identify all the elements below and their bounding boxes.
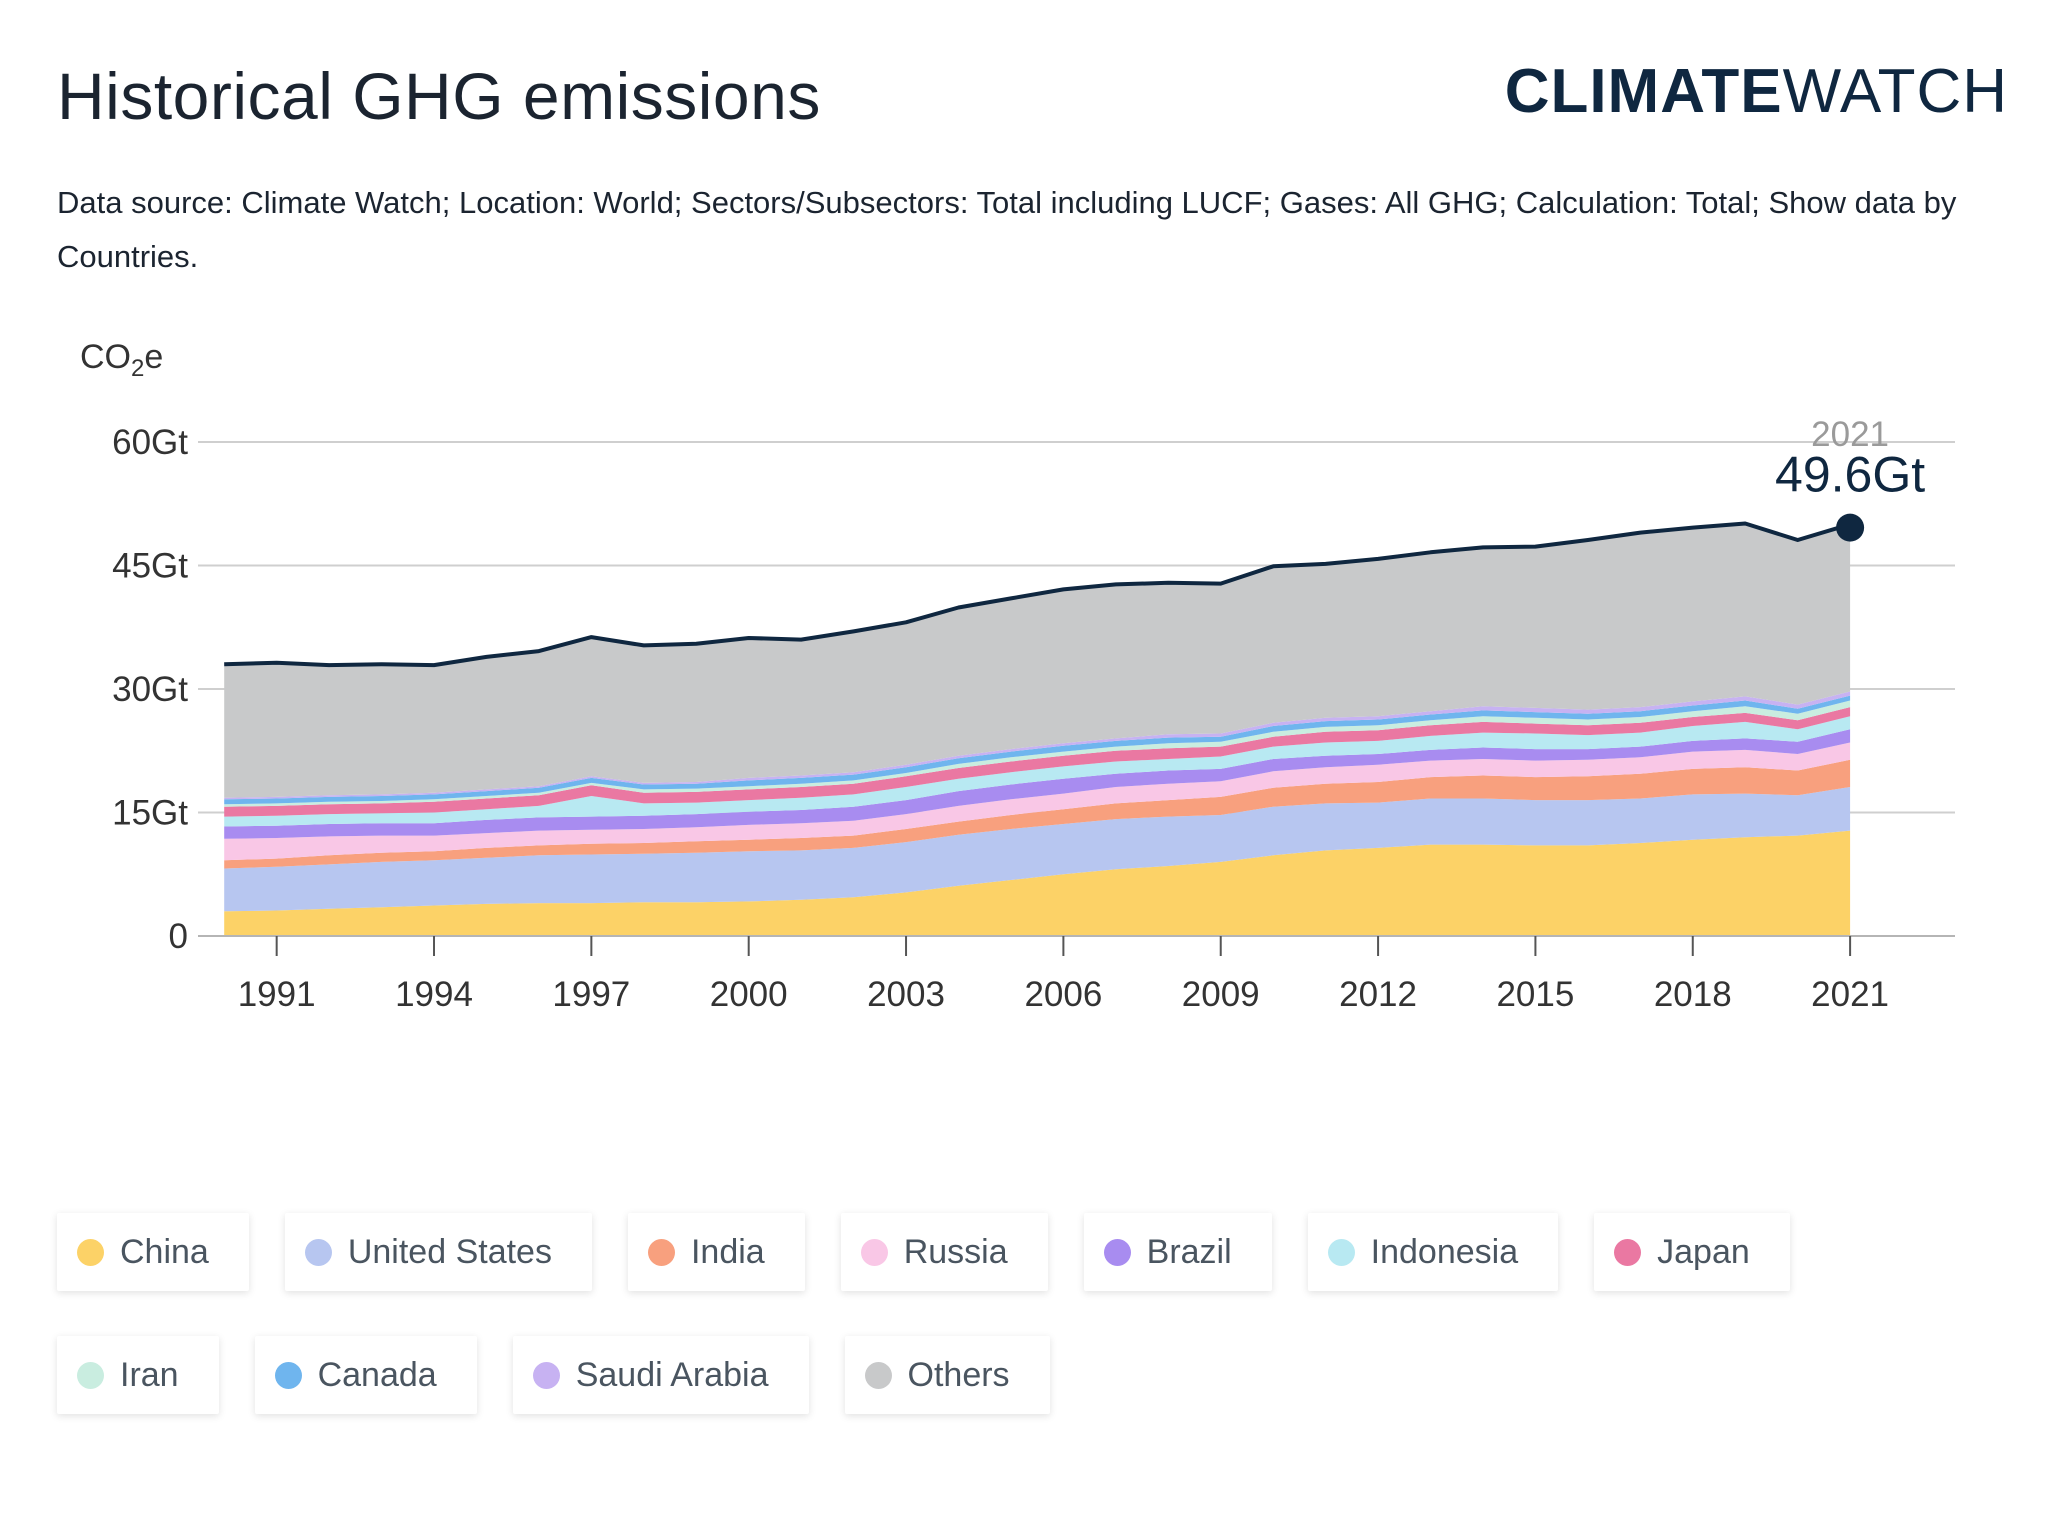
- legend-swatch: [1103, 1238, 1131, 1266]
- legend-item-iran[interactable]: Iran: [57, 1336, 219, 1414]
- x-tick-label: 1991: [238, 975, 316, 1014]
- legend-label: India: [690, 1232, 765, 1271]
- legend-swatch: [647, 1238, 675, 1266]
- unit-tail: e: [144, 338, 164, 376]
- unit-main: CO: [80, 338, 131, 376]
- legend-swatch: [77, 1361, 104, 1389]
- legend-item-indonesia[interactable]: Indonesia: [1307, 1213, 1559, 1291]
- legend-swatch: [77, 1238, 104, 1266]
- legend-label: China: [120, 1232, 209, 1271]
- legend-label: Indonesia: [1370, 1232, 1519, 1271]
- area-series-japan[interactable]: [224, 707, 1851, 817]
- chart-title: Historical GHG emissions: [57, 59, 821, 133]
- legend-item-others[interactable]: Others: [844, 1336, 1050, 1414]
- area-series-india[interactable]: [224, 759, 1851, 869]
- legend-swatch: [1614, 1238, 1642, 1266]
- legend-label: Canada: [317, 1355, 437, 1394]
- total-line-group: [224, 521, 1851, 668]
- x-tick-label: 1994: [395, 975, 473, 1014]
- area-series-russia[interactable]: [224, 742, 1851, 861]
- legend-item-brazil[interactable]: Brazil: [1083, 1213, 1272, 1291]
- latest-value-marker[interactable]: [1836, 513, 1865, 542]
- x-tick-label: 2006: [1024, 975, 1102, 1014]
- legend-swatch: [864, 1361, 892, 1389]
- area-series-china[interactable]: [224, 830, 1851, 936]
- legend-swatch: [532, 1361, 560, 1389]
- legend-swatch: [1327, 1238, 1355, 1266]
- legend-item-united-states[interactable]: United States: [284, 1213, 592, 1291]
- legend-label: Japan: [1657, 1232, 1750, 1271]
- data-source-description: Data source: Climate Watch; Location: Wo…: [57, 185, 1957, 274]
- legend-item-canada[interactable]: Canada: [254, 1336, 477, 1414]
- x-tick-label: 2012: [1339, 975, 1417, 1014]
- y-axis-unit-label: CO2e: [80, 338, 163, 383]
- legend-swatch: [304, 1238, 332, 1266]
- unit-subscript: 2: [131, 354, 145, 382]
- legend-label: Saudi Arabia: [575, 1355, 769, 1394]
- x-tick-label: 2018: [1654, 975, 1732, 1014]
- legend-item-india[interactable]: India: [627, 1213, 805, 1291]
- y-tick-label: 15Gt: [112, 794, 188, 833]
- climatewatch-logo[interactable]: CLIMATEWATCH: [1505, 56, 2008, 127]
- legend-label: Brazil: [1146, 1232, 1232, 1271]
- x-tick-label: 2021: [1811, 975, 1889, 1014]
- logo-text-light: WATCH: [1782, 57, 2008, 126]
- area-series-united-states[interactable]: [224, 787, 1851, 912]
- x-tick-label: 2003: [867, 975, 945, 1014]
- y-tick-label: 0: [169, 917, 188, 956]
- annotation-year: 2021: [1811, 415, 1889, 454]
- stacked-area-chart[interactable]: 0 15Gt 30Gt 45Gt 60Gt 1991 1994 1997 2000 2003 20…: [0, 300, 2048, 1060]
- x-tick-label: 2015: [1496, 975, 1574, 1014]
- legend-item-japan[interactable]: Japan: [1594, 1213, 1790, 1291]
- legend-item-saudi-arabia[interactable]: Saudi Arabia: [512, 1336, 809, 1414]
- total-emissions-line[interactable]: [224, 521, 1851, 668]
- y-tick-label: 60Gt: [112, 423, 188, 462]
- axes: 1991 1994 1997 2000 2003 2006 2009 2012 2015 2018…: [198, 935, 1955, 1014]
- legend-label: Russia: [903, 1232, 1008, 1271]
- legend-item-china[interactable]: China: [57, 1213, 249, 1291]
- x-tick-label: 2000: [710, 975, 788, 1014]
- logo-text-bold: CLIMATE: [1504, 57, 1783, 126]
- legend-swatch: [860, 1238, 888, 1266]
- legend-swatch: [274, 1361, 302, 1389]
- legend-label: United States: [347, 1232, 552, 1271]
- annotation-value: 49.6Gt: [1775, 447, 1925, 503]
- area-series-indonesia[interactable]: [224, 716, 1851, 827]
- y-tick-label: 30Gt: [112, 670, 188, 709]
- legend-label: Others: [907, 1355, 1010, 1394]
- area-series: [224, 523, 1851, 936]
- area-series-saudi-arabia[interactable]: [224, 691, 1851, 800]
- area-series-canada[interactable]: [224, 695, 1851, 805]
- y-tick-label: 45Gt: [112, 547, 188, 586]
- x-tick-label: 2009: [1182, 975, 1260, 1014]
- legend-item-russia[interactable]: Russia: [840, 1213, 1048, 1291]
- legend: China United States India Russia Brazil Indon…: [57, 1213, 1957, 1414]
- area-series-others[interactable]: [224, 523, 1851, 798]
- area-series-brazil[interactable]: [224, 729, 1851, 839]
- x-tick-label: 1997: [552, 975, 630, 1014]
- legend-label: Iran: [120, 1355, 179, 1394]
